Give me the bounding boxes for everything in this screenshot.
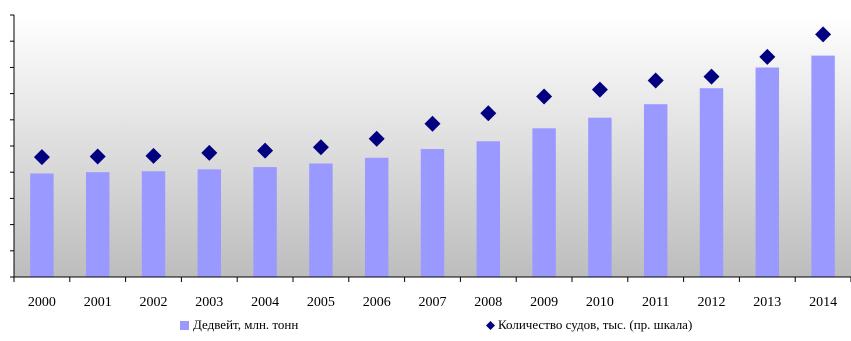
marker-series [33,26,832,166]
marker-2004 [257,142,274,159]
marker-2003 [201,144,218,161]
x-tick-label-2008: 2008 [474,295,502,310]
marker-2012 [703,68,720,85]
legend-item-deadweight: Дедвейт, млн. тонн [180,317,298,333]
x-tick-label-2005: 2005 [307,295,335,310]
bar-2002 [141,171,166,277]
x-tick-label-2012: 2012 [698,295,726,310]
bar-2005 [309,163,333,277]
bar-2013 [755,67,780,277]
x-tick-label-2013: 2013 [753,295,781,310]
x-tick-label-2004: 2004 [251,295,279,310]
marker-2006 [368,130,385,147]
legend-label-ships-count: Количество судов, тыс. (пр. шкала) [498,317,693,332]
bar-2010 [588,117,612,277]
marker-2001 [89,148,106,165]
bar-2000 [30,173,54,277]
bar-2011 [643,104,668,277]
marker-2008 [480,105,497,122]
x-tick-label-2001: 2001 [84,295,112,310]
marker-2002 [145,147,162,164]
legend: Дедвейт, млн. тонн Количество судов, тыс… [0,317,851,335]
legend-swatch-diamond [486,320,495,330]
x-tick-label-2007: 2007 [419,295,447,310]
left-y-axis [10,14,15,278]
marker-2010 [591,81,608,98]
bar-2014 [811,55,835,277]
x-tick-label-2000: 2000 [28,295,56,310]
bar-2006 [364,157,389,277]
marker-2014 [815,26,832,43]
bar-2012 [699,88,724,277]
x-tick-label-2014: 2014 [809,295,837,310]
x-tick-label-2010: 2010 [586,295,614,310]
x-axis [13,276,851,282]
bar-2008 [476,141,501,277]
legend-swatch-bar [180,320,189,330]
marker-2011 [647,72,664,89]
bar-2009 [532,128,556,277]
bar-series [30,55,835,277]
legend-item-ships-count: Количество судов, тыс. (пр. шкала) [486,317,692,333]
bar-2003 [197,169,222,277]
bar-2004 [253,167,277,277]
marker-2009 [536,88,553,105]
bar-2001 [85,172,110,277]
marker-2013 [759,48,776,65]
marker-2005 [312,139,329,156]
x-tick-label-2002: 2002 [140,295,168,310]
marker-2007 [424,115,441,132]
x-tick-label-2003: 2003 [195,295,223,310]
x-tick-label-2006: 2006 [363,295,391,310]
x-tick-label-2011: 2011 [642,295,669,310]
legend-label-deadweight: Дедвейт, млн. тонн [193,317,299,332]
bar-2007 [420,149,445,277]
x-tick-labels: 2000 2001 2002 2003 2004 2005 2006 2007 2008 2009… [28,295,837,310]
x-tick-label-2009: 2009 [530,295,558,310]
marker-2000 [33,149,50,166]
